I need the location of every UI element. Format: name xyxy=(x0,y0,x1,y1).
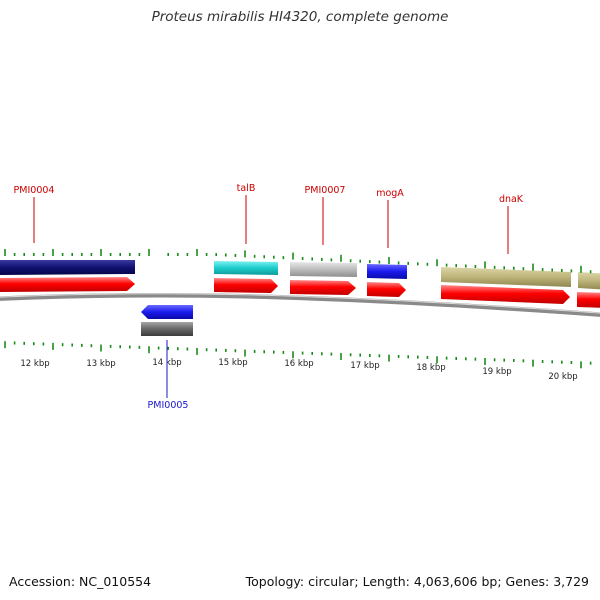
gene-unlabeled-feature[interactable] xyxy=(578,272,600,290)
scale-label: 18 kbp xyxy=(416,363,445,373)
gene-label-dnaK[interactable]: dnaK xyxy=(499,194,524,205)
gene-label-PMI0005[interactable]: PMI0005 xyxy=(148,400,189,411)
cds-arrow-PMI0004[interactable] xyxy=(0,277,135,292)
gene-label-PMI0004[interactable]: PMI0004 xyxy=(14,185,55,196)
scale-label: 13 kbp xyxy=(86,359,115,369)
cds-arrow-PMI0007[interactable] xyxy=(290,280,356,295)
gene-PMI0005-feature[interactable] xyxy=(141,322,193,336)
gene-track-outer xyxy=(0,260,600,290)
genome-backbone-highlight xyxy=(0,293,600,314)
gene-label-mogA[interactable]: mogA xyxy=(376,188,404,199)
tick-marks-bottom xyxy=(4,341,592,369)
scale-label: 16 kbp xyxy=(284,359,313,369)
gene-label-PMI0007[interactable]: PMI0007 xyxy=(305,185,346,196)
cds-arrow-dnaK[interactable] xyxy=(441,285,570,304)
genome-backbone xyxy=(0,292,600,317)
genome-summary-text: Topology: circular; Length: 4,063,606 bp… xyxy=(245,574,589,589)
gene-callouts: PMI0004 PMI0005 talB PMI0007 mogA dnaK xyxy=(14,183,524,411)
cds-arrow-unlabeled[interactable] xyxy=(577,292,600,308)
cds-arrow-PMI0005[interactable] xyxy=(141,305,193,319)
scale-label: 15 kbp xyxy=(218,358,247,368)
scale-label: 19 kbp xyxy=(482,367,511,377)
tick-marks-top xyxy=(4,249,592,274)
cds-arrow-mogA[interactable] xyxy=(367,282,406,297)
gene-talB-feature[interactable] xyxy=(214,261,278,275)
gene-PMI0004-feature[interactable] xyxy=(0,260,135,275)
cds-track-forward xyxy=(0,277,600,308)
gene-dnaK-feature[interactable] xyxy=(441,267,571,287)
scale-labels: 12 kbp 13 kbp 14 kbp 15 kbp 16 kbp 17 kbp 18 k… xyxy=(20,358,577,382)
cds-track-reverse xyxy=(141,305,193,336)
scale-label: 17 kbp xyxy=(350,361,379,371)
scale-label: 12 kbp xyxy=(20,359,49,369)
gene-label-talB[interactable]: talB xyxy=(237,183,256,194)
gene-PMI0007-feature[interactable] xyxy=(290,262,357,277)
cds-arrow-talB[interactable] xyxy=(214,278,278,293)
gene-mogA-feature[interactable] xyxy=(367,264,407,279)
map-title: Proteus mirabilis HI4320, complete genom… xyxy=(151,9,449,25)
accession-text: Accession: NC_010554 xyxy=(9,574,152,589)
scale-label: 20 kbp xyxy=(548,372,577,382)
